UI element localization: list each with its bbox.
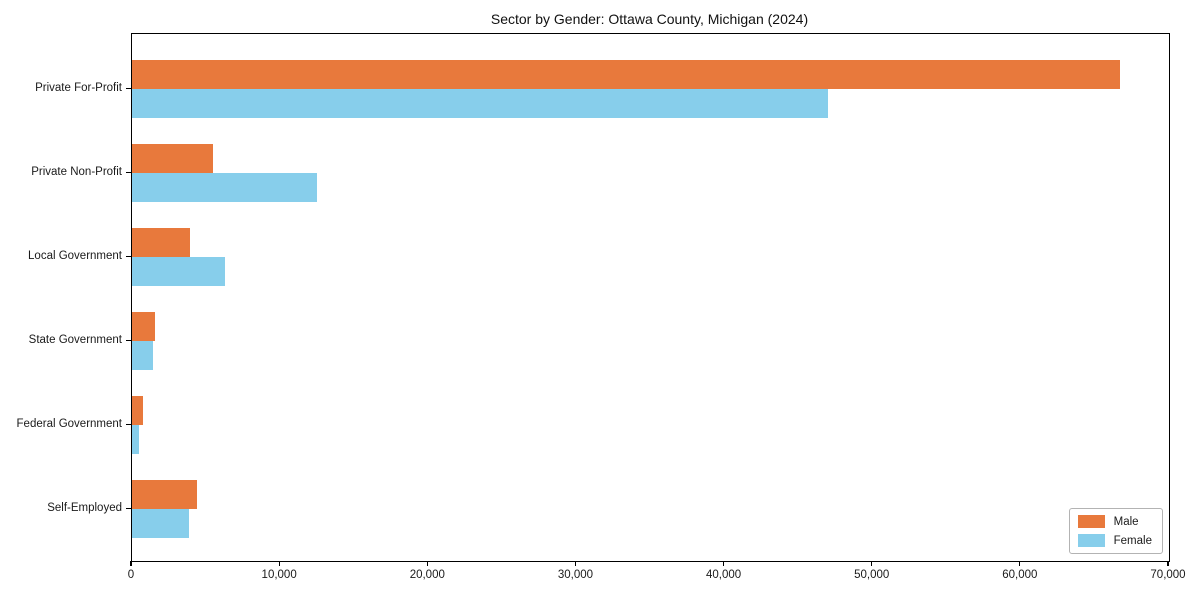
plot-area: Male Female <box>131 33 1170 562</box>
chart-title: Sector by Gender: Ottawa County, Michiga… <box>490 11 809 27</box>
x-tick-label: 60,000 <box>1002 569 1038 581</box>
y-tick-label: Federal Government <box>16 418 122 430</box>
bar-female-federal-government <box>132 425 139 454</box>
legend-label: Male <box>1113 515 1139 528</box>
y-tick-label: State Government <box>28 334 122 346</box>
x-tick-label: 50,000 <box>854 569 890 581</box>
y-axis-labels: Private For-Profit Private Non-Profit Loca… <box>0 33 122 560</box>
x-tick-label: 70,000 <box>1150 569 1186 581</box>
legend-swatch-female <box>1077 534 1105 547</box>
bar-male-federal-government <box>132 396 144 425</box>
bar-female-private-for-profit <box>132 89 829 118</box>
x-tick-mark <box>130 561 132 566</box>
y-tick-label: Private For-Profit <box>35 82 122 94</box>
x-axis: 0 10,000 20,000 30,000 40,000 50,000 60,000 70,… <box>128 561 1186 600</box>
x-tick-mark <box>1019 561 1021 566</box>
x-tick-mark <box>871 561 873 566</box>
bar-female-local-government <box>132 257 226 286</box>
bar-male-state-government <box>132 312 155 341</box>
legend-item-female: Female <box>1077 534 1152 547</box>
y-tick-mark <box>126 508 131 510</box>
legend-swatch-male <box>1077 515 1105 528</box>
y-tick-label: Local Government <box>28 250 122 262</box>
legend-item-male: Male <box>1077 515 1152 528</box>
y-tick-label: Private Non-Profit <box>31 166 122 178</box>
x-tick-mark <box>574 561 577 566</box>
legend: Male Female <box>1068 508 1163 554</box>
y-tick-mark <box>126 256 131 258</box>
y-tick-mark <box>126 88 131 90</box>
y-tick-label: Self-Employed <box>47 502 122 514</box>
x-tick-mark <box>278 561 280 566</box>
bar-female-self-employed <box>132 509 190 538</box>
x-tick-label: 40,000 <box>705 569 742 581</box>
x-tick-mark <box>722 561 725 566</box>
legend-label: Female <box>1113 534 1152 547</box>
y-tick-mark <box>126 424 131 426</box>
x-tick-label: 0 <box>127 569 135 581</box>
x-tick-label: 10,000 <box>261 569 297 581</box>
bar-male-private-non-profit <box>132 144 214 173</box>
bar-male-self-employed <box>132 480 198 509</box>
y-tick-mark <box>126 340 131 342</box>
x-tick-mark <box>1167 561 1169 566</box>
x-tick-mark <box>426 561 428 566</box>
bar-female-private-non-profit <box>132 173 318 202</box>
x-tick-label: 20,000 <box>409 569 445 581</box>
bar-male-local-government <box>132 228 190 257</box>
y-tick-mark <box>126 172 131 174</box>
x-tick-label: 30,000 <box>557 569 594 581</box>
bar-female-state-government <box>132 341 153 370</box>
bar-male-private-for-profit <box>132 60 1121 89</box>
